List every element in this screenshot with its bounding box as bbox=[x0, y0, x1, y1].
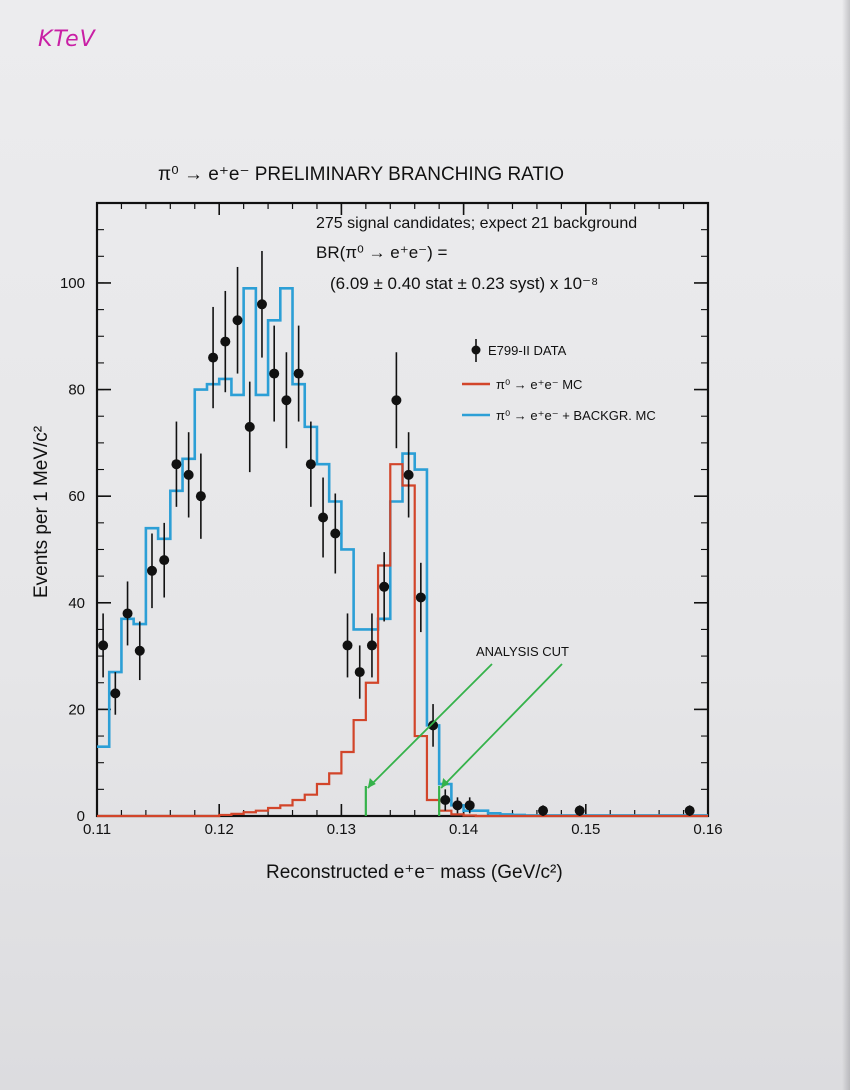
legend-data-marker bbox=[471, 345, 481, 355]
data-point bbox=[134, 645, 145, 656]
data-point bbox=[220, 336, 231, 347]
data-point bbox=[269, 368, 280, 379]
annotation-candidates: 275 signal candidates; expect 21 backgro… bbox=[316, 215, 637, 232]
x-tick-label: 0.13 bbox=[327, 821, 356, 838]
series-data-points bbox=[98, 250, 695, 816]
cut-label: ANALYSIS CUT bbox=[476, 644, 569, 659]
y-tick-label: 0 bbox=[77, 808, 85, 825]
legend-item-data: E799-II DATA bbox=[471, 339, 567, 362]
legend-label-data: E799-II DATA bbox=[488, 343, 567, 358]
data-point bbox=[354, 667, 365, 678]
chart-title: π⁰ → e⁺e⁻ PRELIMINARY BRANCHING RATIO bbox=[158, 164, 564, 185]
data-point bbox=[440, 795, 451, 806]
cut-arrowhead-high bbox=[441, 778, 450, 788]
legend-item-signal-mc: π⁰ → e⁺e⁻ MC bbox=[462, 377, 582, 392]
cut-arrow-high bbox=[440, 663, 563, 789]
series-blue-hist bbox=[97, 286, 708, 817]
data-point bbox=[293, 368, 304, 379]
data-point bbox=[574, 805, 585, 816]
y-tick-label: 20 bbox=[68, 701, 85, 718]
data-point bbox=[256, 299, 267, 310]
red-histogram-line bbox=[97, 463, 708, 818]
legend-label-bkg-mc: π⁰ → e⁺e⁻ + BACKGR. MC bbox=[496, 408, 656, 423]
series-red-hist bbox=[97, 463, 708, 818]
x-tick-label: 0.11 bbox=[83, 821, 111, 838]
data-point bbox=[366, 640, 377, 651]
data-point bbox=[403, 469, 414, 480]
data-point bbox=[208, 352, 219, 363]
data-point bbox=[244, 421, 255, 432]
data-point bbox=[318, 512, 329, 523]
data-point bbox=[415, 592, 426, 603]
data-point bbox=[464, 800, 475, 811]
y-axis-label: Events per 1 MeV/c² bbox=[31, 426, 52, 598]
data-point bbox=[428, 720, 439, 731]
data-point bbox=[183, 469, 194, 480]
y-tick-label: 60 bbox=[68, 488, 85, 505]
ktev-stamp: KTeV bbox=[38, 27, 97, 52]
y-tick-label: 80 bbox=[68, 382, 85, 399]
legend-label-signal-mc: π⁰ → e⁺e⁻ MC bbox=[496, 377, 582, 392]
x-tick-label: 0.15 bbox=[571, 821, 600, 838]
x-tick-labels: 0.11 0.12 0.13 0.14 0.15 0.16 bbox=[83, 821, 723, 838]
data-point bbox=[146, 565, 157, 576]
y-tick-label: 40 bbox=[68, 595, 85, 612]
data-point bbox=[122, 608, 133, 619]
data-point bbox=[452, 800, 463, 811]
data-point bbox=[98, 640, 109, 651]
data-point bbox=[171, 459, 182, 470]
data-point bbox=[281, 395, 292, 406]
data-point bbox=[195, 491, 206, 502]
data-point bbox=[232, 315, 243, 326]
x-tick-label: 0.16 bbox=[693, 821, 722, 838]
legend: E799-II DATA π⁰ → e⁺e⁻ MC π⁰ → e⁺e⁻ + BA… bbox=[462, 339, 656, 423]
x-tick-label: 0.14 bbox=[449, 821, 478, 838]
cut-arrowhead-low bbox=[367, 778, 376, 788]
data-point bbox=[538, 805, 549, 816]
blue-histogram-line bbox=[97, 286, 708, 817]
data-point bbox=[342, 640, 353, 651]
data-point bbox=[391, 395, 402, 406]
data-point bbox=[305, 459, 316, 470]
legend-item-bkg-mc: π⁰ → e⁺e⁻ + BACKGR. MC bbox=[462, 408, 656, 423]
plot-box bbox=[95, 201, 710, 818]
analysis-cut-lines bbox=[364, 663, 563, 816]
x-axis-label: Reconstructed e⁺e⁻ mass (GeV/c²) bbox=[266, 862, 563, 883]
data-point bbox=[110, 688, 121, 699]
data-point bbox=[330, 528, 341, 539]
data-point bbox=[159, 555, 170, 566]
cut-arrow-low bbox=[367, 663, 493, 789]
data-point bbox=[684, 805, 695, 816]
annotation-br-value: (6.09 ± 0.40 stat ± 0.23 syst) x 10⁻⁸ bbox=[330, 274, 598, 293]
data-point bbox=[379, 581, 390, 592]
x-tick-label: 0.12 bbox=[205, 821, 234, 838]
page-edge-shadow bbox=[842, 0, 850, 1090]
annotation-br: BR(π⁰ → e⁺e⁻) = bbox=[316, 243, 448, 262]
y-tick-label: 100 bbox=[60, 275, 85, 292]
y-tick-labels: 0 20 40 60 80 100 bbox=[60, 275, 85, 825]
plot-frame bbox=[95, 201, 710, 818]
